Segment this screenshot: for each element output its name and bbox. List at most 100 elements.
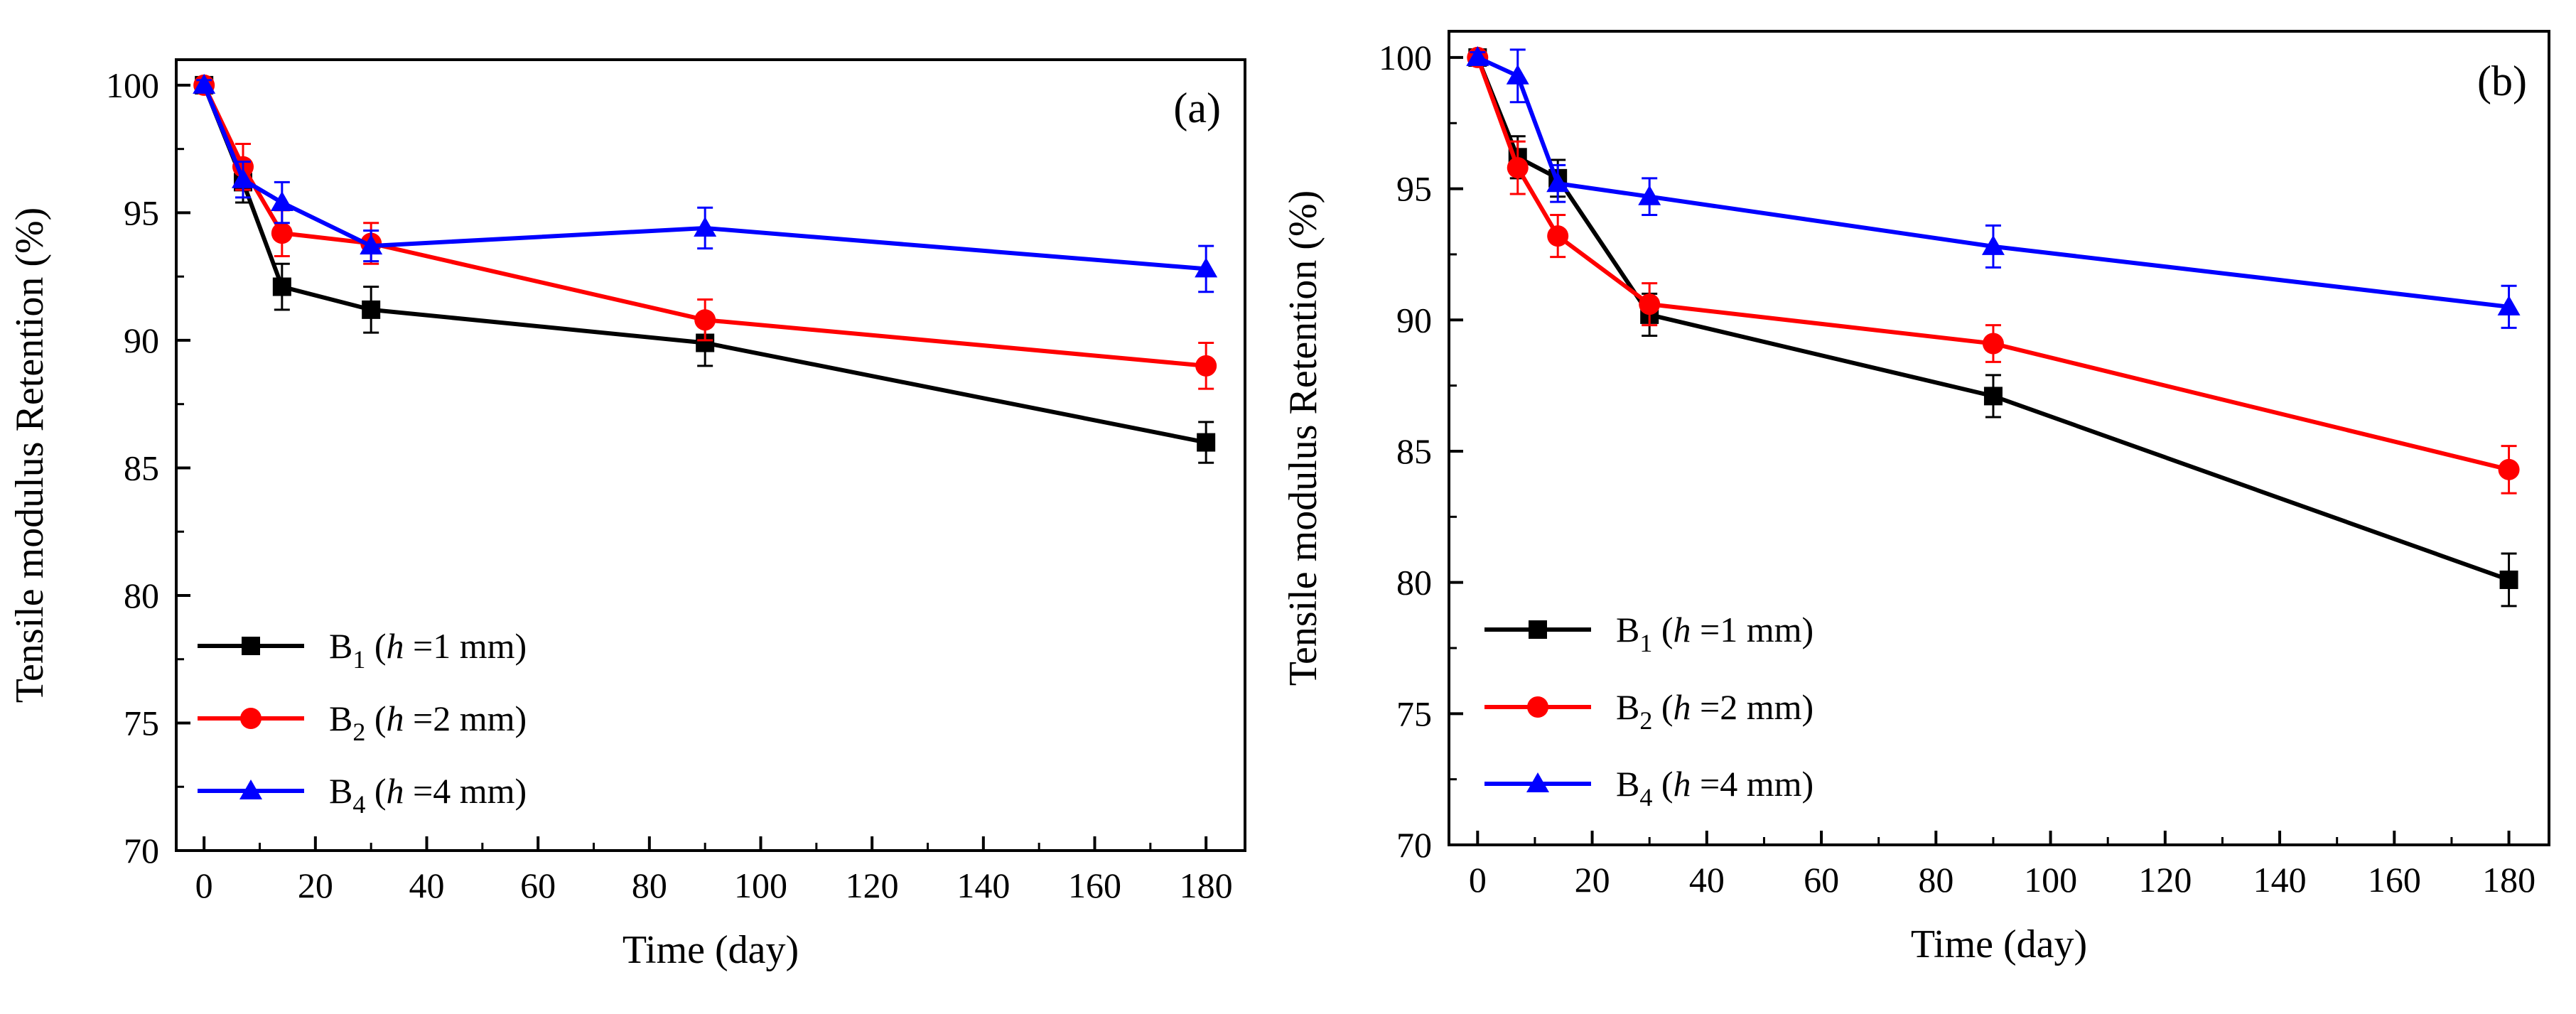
legend-item-B1: B1 (h =1 mm) <box>198 626 527 674</box>
legend-marker <box>242 637 260 655</box>
legend-item-B4: B4 (h =4 mm) <box>198 771 527 819</box>
data-point <box>270 191 293 212</box>
x-tick-label: 20 <box>298 865 333 905</box>
data-point <box>2499 570 2518 589</box>
legend-rest: =1 mm) <box>1691 610 1814 649</box>
data-point <box>232 168 254 188</box>
legend-marker <box>1527 696 1548 718</box>
legend-marker <box>1529 620 1547 639</box>
legend-subscript: 4 <box>352 790 365 819</box>
data-point <box>360 234 383 255</box>
legend-variable: h <box>387 699 404 738</box>
data-point <box>271 222 293 244</box>
y-axis-title: Tensile modulus Retention (%) <box>1281 190 1325 686</box>
x-tick-label: 140 <box>956 865 1010 905</box>
legend-base: B <box>329 699 352 738</box>
data-point <box>1982 333 2004 355</box>
series-B4 <box>193 73 1218 293</box>
legend-label: B1 (h =1 mm) <box>1616 610 1814 657</box>
x-tick-label: 40 <box>409 865 445 905</box>
legend-rest: =2 mm) <box>404 699 527 738</box>
x-tick-label: 60 <box>520 865 556 905</box>
legend-item-B1: B1 (h =1 mm) <box>1484 610 1814 657</box>
data-point <box>362 300 381 319</box>
legend-subscript: 1 <box>352 645 365 674</box>
legend-base: B <box>1616 610 1639 649</box>
x-tick-label: 120 <box>2138 860 2192 900</box>
legend-base: B <box>1616 687 1639 727</box>
series-B2 <box>1467 46 2520 495</box>
y-tick-label: 85 <box>1396 431 1432 471</box>
x-tick-label: 100 <box>734 865 787 905</box>
legend-base: B <box>329 771 352 811</box>
data-point <box>1466 45 1489 66</box>
y-tick-label: 90 <box>124 320 159 360</box>
legend-marker <box>240 708 262 729</box>
panel-label: (b) <box>2477 58 2527 104</box>
legend-subscript: 2 <box>1639 706 1652 735</box>
data-point <box>694 216 717 237</box>
data-point <box>1638 185 1661 205</box>
legend-open: ( <box>365 699 386 738</box>
legend-variable: h <box>1674 687 1691 727</box>
x-tick-label: 0 <box>1469 860 1487 900</box>
data-point <box>1547 225 1569 247</box>
y-tick-label: 100 <box>106 65 159 105</box>
x-tick-label: 140 <box>2253 860 2307 900</box>
x-axis-title: Time (day) <box>623 928 799 972</box>
data-point <box>193 73 216 94</box>
legend-item-B2: B2 (h =2 mm) <box>198 699 527 746</box>
x-tick-label: 60 <box>1804 860 1839 900</box>
series-line <box>202 84 1207 271</box>
legend-open: ( <box>1652 764 1673 804</box>
x-tick-label: 120 <box>846 865 899 905</box>
data-point <box>2498 458 2520 480</box>
data-point <box>2497 295 2521 315</box>
x-tick-label: 180 <box>2482 860 2535 900</box>
legend-label: B2 (h =2 mm) <box>1616 687 1814 735</box>
data-point <box>1197 433 1216 452</box>
legend-item-B4: B4 (h =4 mm) <box>1484 764 1814 811</box>
data-point <box>1981 234 2005 255</box>
legend-variable: h <box>387 771 404 811</box>
y-tick-label: 80 <box>1396 563 1432 603</box>
x-tick-label: 40 <box>1689 860 1725 900</box>
y-tick-label: 75 <box>124 703 159 743</box>
data-point <box>1983 387 2003 406</box>
data-point <box>1506 64 1529 85</box>
panel-label: (a) <box>1173 85 1221 131</box>
legend-item-B2: B2 (h =2 mm) <box>1484 687 1814 735</box>
y-tick-label: 70 <box>124 831 159 870</box>
y-tick-label: 100 <box>1379 38 1432 77</box>
legend-variable: h <box>387 626 404 666</box>
y-tick-label: 90 <box>1396 300 1432 340</box>
data-point <box>1507 157 1529 179</box>
data-point <box>272 277 291 296</box>
y-tick-label: 80 <box>124 576 159 615</box>
legend-open: ( <box>365 626 386 666</box>
legend-label: B2 (h =2 mm) <box>329 699 527 746</box>
x-tick-label: 180 <box>1180 865 1233 905</box>
legend-label: B4 (h =4 mm) <box>1616 764 1814 811</box>
data-point <box>694 309 716 331</box>
x-tick-label: 80 <box>1918 860 1953 900</box>
legend-open: ( <box>365 771 386 811</box>
x-tick-label: 0 <box>195 865 213 905</box>
legend-subscript: 1 <box>1639 629 1652 657</box>
x-axis-title: Time (day) <box>1911 922 2087 966</box>
x-tick-label: 80 <box>632 865 667 905</box>
data-point <box>1195 355 1217 377</box>
x-tick-label: 160 <box>2368 860 2421 900</box>
legend-rest: =2 mm) <box>1691 687 1814 727</box>
legend-open: ( <box>1652 687 1673 727</box>
x-tick-label: 100 <box>2024 860 2077 900</box>
data-point <box>1195 257 1218 278</box>
x-tick-label: 20 <box>1575 860 1610 900</box>
legend-open: ( <box>1652 610 1673 649</box>
y-axis-title: Tensile modulus Retention (%) <box>8 207 52 703</box>
y-tick-label: 75 <box>1396 694 1432 733</box>
series-line <box>1477 55 2509 309</box>
data-point <box>1639 293 1661 315</box>
legend-base: B <box>1616 764 1639 804</box>
